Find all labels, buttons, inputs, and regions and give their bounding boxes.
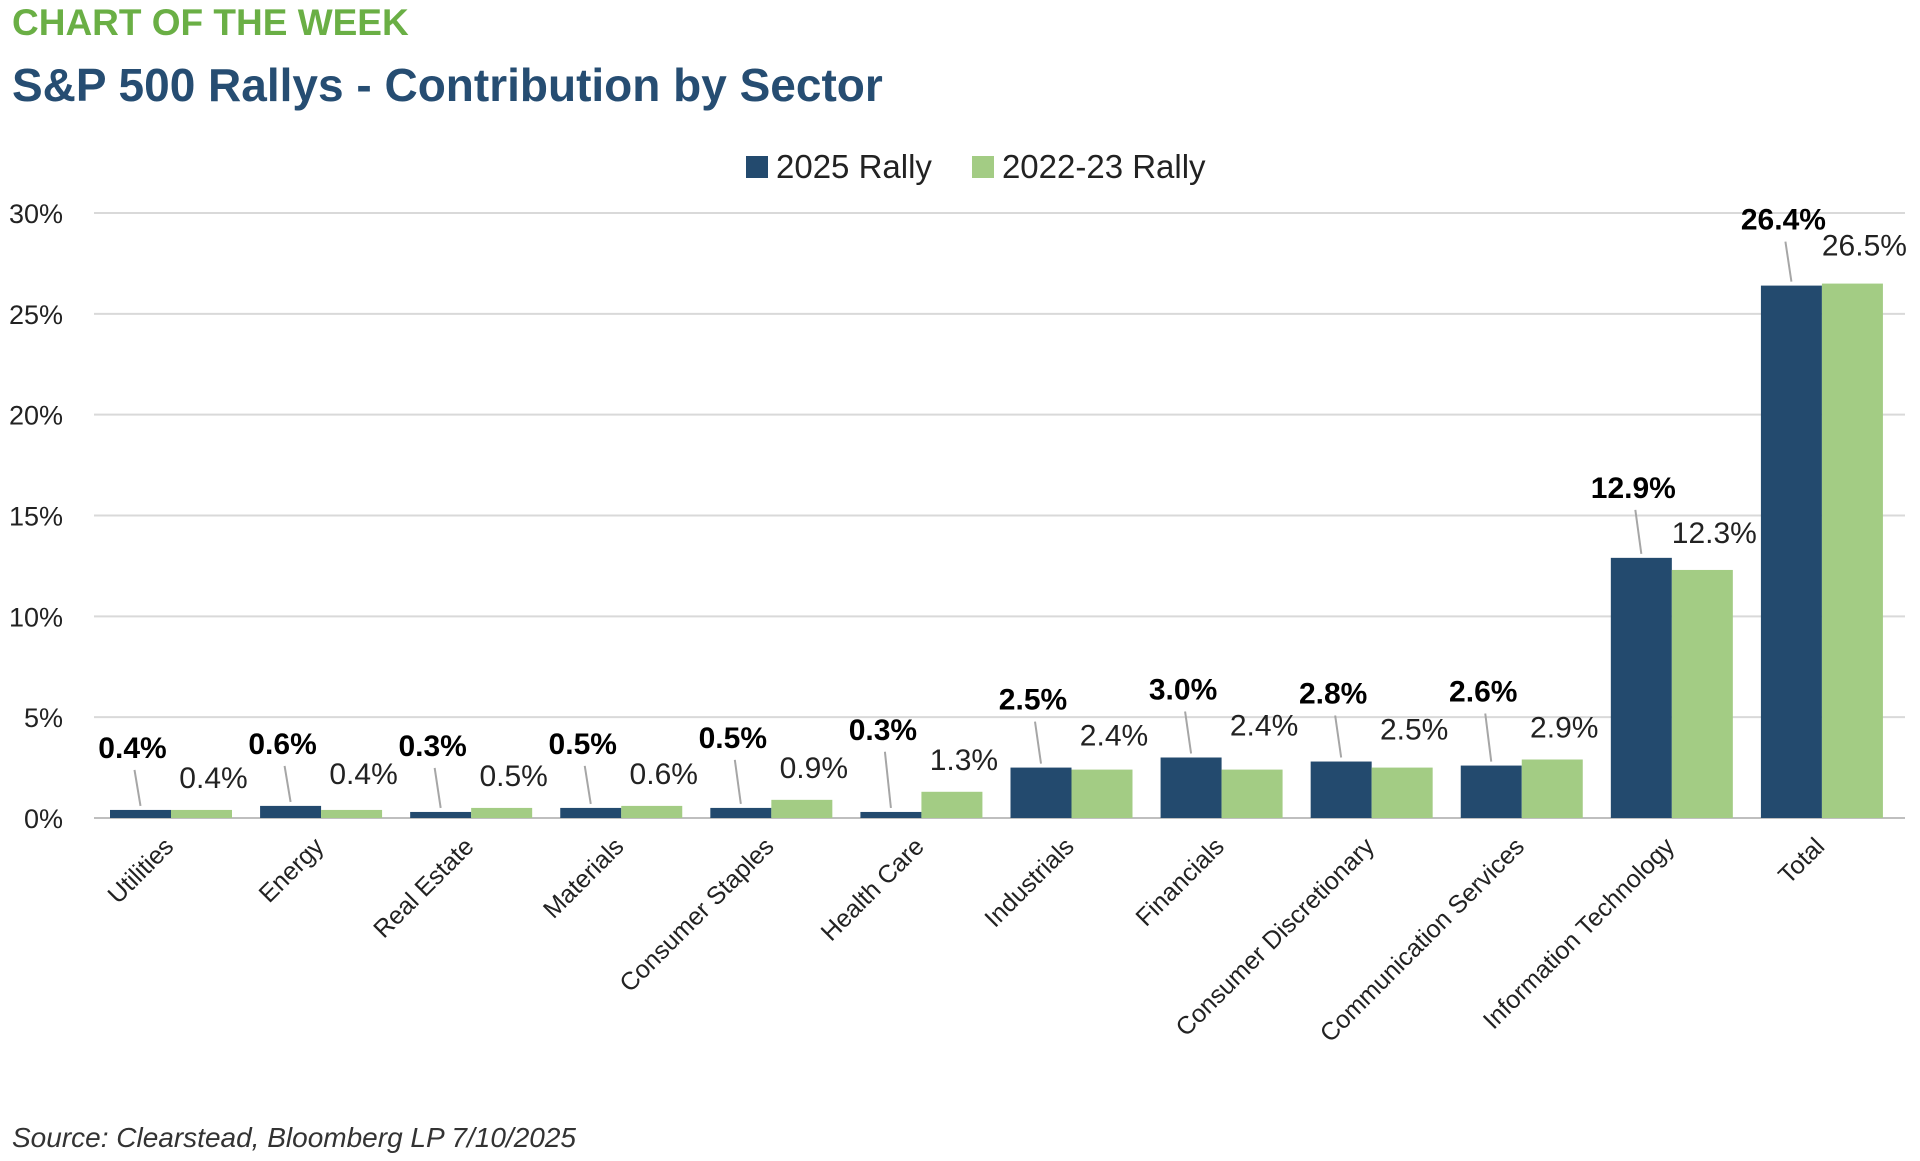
legend-item-2025: 2025 Rally bbox=[746, 148, 932, 186]
data-label-2022-23: 12.3% bbox=[1672, 517, 1757, 550]
bar-2025 bbox=[260, 805, 322, 818]
y-tick-label: 25% bbox=[9, 300, 63, 330]
bar-2025 bbox=[710, 807, 772, 818]
leader-line bbox=[1334, 715, 1343, 758]
y-tick-label: 0% bbox=[24, 804, 63, 834]
data-label-2022-23: 0.6% bbox=[630, 758, 698, 791]
legend-label-2022-23: 2022-23 Rally bbox=[1001, 148, 1206, 185]
legend-label-2025: 2025 Rally bbox=[776, 148, 932, 185]
data-label-2022-23: 2.4% bbox=[1230, 710, 1298, 743]
leader-line bbox=[433, 767, 442, 809]
leader-line bbox=[1634, 509, 1643, 554]
data-label-2025: 2.8% bbox=[1299, 678, 1367, 711]
bar-2025 bbox=[1010, 767, 1072, 818]
leader-line bbox=[883, 751, 892, 809]
leader-line bbox=[1184, 711, 1193, 754]
data-label-2022-23: 2.5% bbox=[1380, 714, 1448, 747]
bar-2022-23 bbox=[1821, 283, 1883, 818]
data-label-2025: 0.3% bbox=[398, 730, 466, 763]
bar-2022-23 bbox=[621, 805, 683, 818]
y-tick-label: 30% bbox=[9, 199, 63, 229]
x-tick-label: Utilities bbox=[102, 832, 179, 909]
x-tick-label: Total bbox=[1773, 832, 1830, 889]
y-tick-label: 20% bbox=[9, 401, 63, 431]
bar-2025 bbox=[560, 807, 622, 818]
bar-2025 bbox=[1160, 757, 1222, 818]
chart-title: S&P 500 Rallys - Contribution by Sector bbox=[12, 59, 883, 111]
data-label-2025: 0.3% bbox=[849, 714, 917, 747]
bar-2025 bbox=[410, 811, 472, 818]
data-label-2025: 3.0% bbox=[1149, 674, 1217, 707]
data-label-2022-23: 2.4% bbox=[1080, 720, 1148, 753]
x-tick-label: Financials bbox=[1130, 832, 1229, 931]
bar-2022-23 bbox=[321, 809, 383, 818]
bar-2025 bbox=[1760, 285, 1822, 819]
bar-2025 bbox=[110, 809, 171, 818]
leader-line bbox=[1784, 241, 1793, 282]
legend-swatch-2022-23 bbox=[971, 156, 994, 178]
leader-line bbox=[583, 765, 592, 805]
y-tick-label: 10% bbox=[9, 602, 63, 632]
leader-line bbox=[283, 765, 292, 803]
data-label-2022-23: 0.4% bbox=[179, 762, 247, 795]
leader-line bbox=[1034, 721, 1042, 764]
bar-2022-23 bbox=[921, 791, 983, 818]
legend-swatch-2025 bbox=[746, 156, 768, 178]
y-tick-label: 5% bbox=[24, 703, 63, 733]
data-label-2025: 0.6% bbox=[248, 728, 316, 761]
y-tick-label: 15% bbox=[9, 502, 63, 532]
data-label-2025: 2.6% bbox=[1449, 676, 1517, 709]
bar-2022-23 bbox=[771, 799, 833, 818]
bar-2025 bbox=[1310, 761, 1372, 818]
leader-line bbox=[133, 769, 142, 807]
bar-2025 bbox=[1460, 765, 1522, 818]
bar-2022-23 bbox=[1521, 759, 1583, 818]
data-label-2025: 2.5% bbox=[999, 684, 1067, 717]
leader-line bbox=[1484, 713, 1493, 762]
x-tick-label: Energy bbox=[254, 832, 330, 908]
data-label-2022-23: 0.5% bbox=[479, 760, 547, 793]
data-label-2025: 12.9% bbox=[1591, 472, 1676, 505]
data-label-2022-23: 26.5% bbox=[1822, 230, 1907, 263]
data-label-2025: 26.4% bbox=[1741, 204, 1826, 237]
data-label-2022-23: 0.9% bbox=[780, 752, 848, 785]
x-tick-label: Materials bbox=[538, 832, 630, 924]
bar-2022-23 bbox=[471, 807, 533, 818]
leader-line bbox=[733, 759, 742, 805]
bar-2022-23 bbox=[1071, 769, 1133, 818]
bar-2025 bbox=[860, 811, 922, 818]
bar-2022-23 bbox=[1221, 769, 1283, 818]
bar-2022-23 bbox=[171, 809, 232, 818]
data-label-2022-23: 1.3% bbox=[930, 744, 998, 777]
x-tick-label: Real Estate bbox=[368, 832, 479, 943]
bar-2022-23 bbox=[1671, 569, 1733, 818]
source-note: Source: Clearstead, Bloomberg LP 7/10/20… bbox=[12, 1122, 576, 1153]
chart-kicker: CHART OF THE WEEK bbox=[12, 2, 409, 43]
data-label-2022-23: 0.4% bbox=[329, 758, 397, 791]
bar-2022-23 bbox=[1371, 767, 1433, 818]
data-label-2025: 0.5% bbox=[699, 722, 767, 755]
data-label-2025: 0.5% bbox=[549, 728, 617, 761]
legend-item-2022-23: 2022-23 Rally bbox=[971, 148, 1206, 186]
x-tick-label: Industrials bbox=[979, 832, 1079, 932]
data-label-2025: 0.4% bbox=[98, 732, 166, 765]
x-tick-label: Consumer Staples bbox=[614, 832, 779, 997]
data-label-2022-23: 2.9% bbox=[1530, 712, 1598, 745]
x-tick-label: Health Care bbox=[816, 832, 930, 946]
chart-legend: 2025 Rally 2022-23 Rally bbox=[746, 148, 1246, 186]
bar-2025 bbox=[1610, 557, 1672, 818]
